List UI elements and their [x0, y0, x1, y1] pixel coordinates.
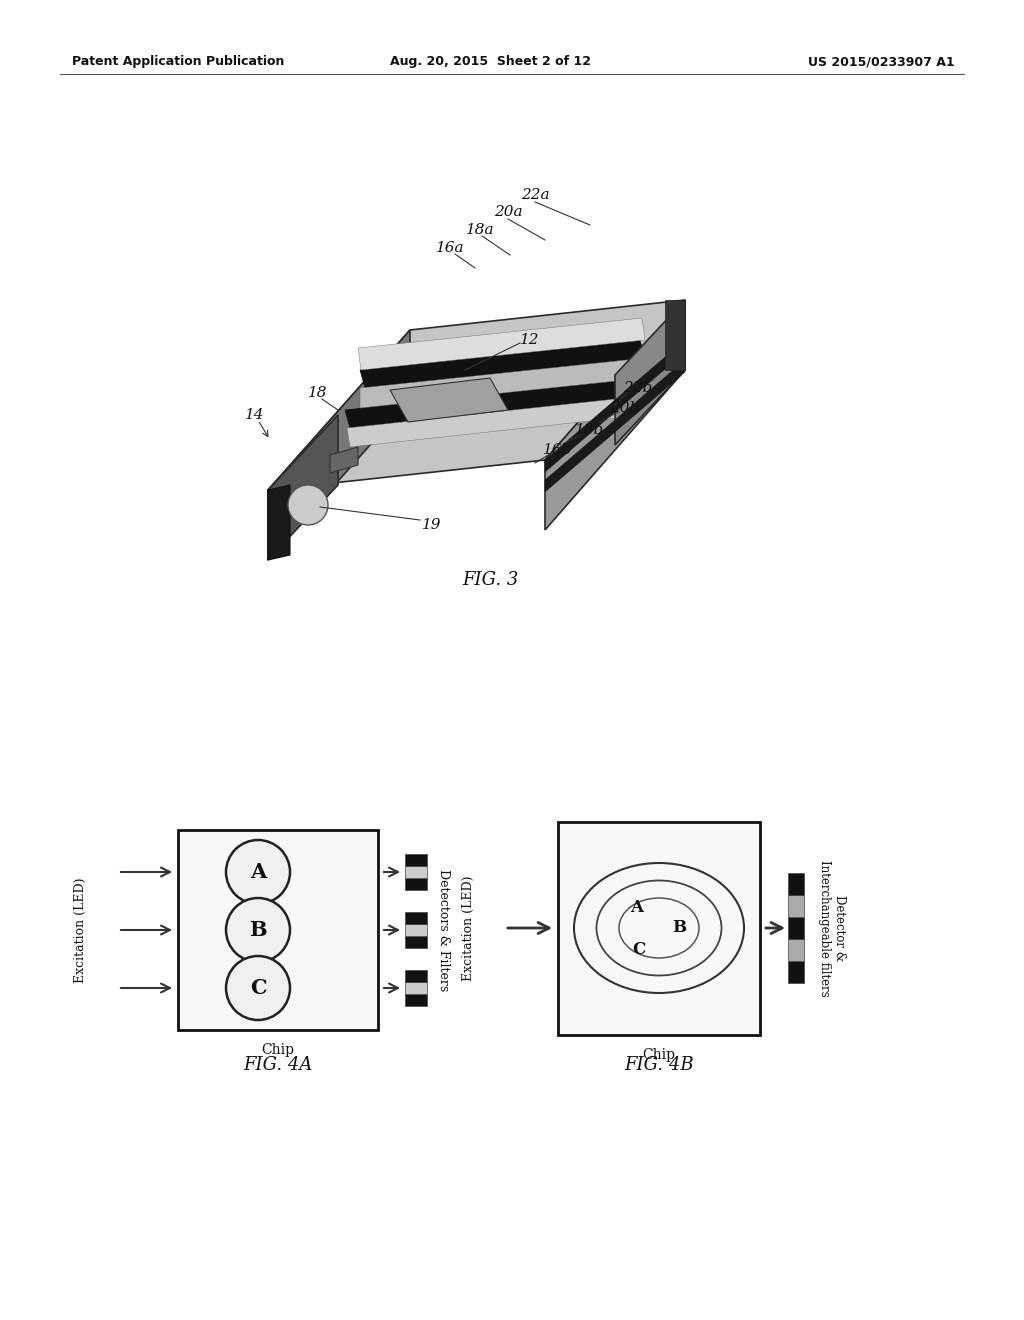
Text: 22a: 22a	[520, 187, 549, 202]
Text: C: C	[633, 941, 645, 958]
Bar	[178, 830, 378, 1030]
Polygon shape	[615, 300, 685, 445]
Text: Patent Application Publication: Patent Application Publication	[72, 55, 285, 69]
Polygon shape	[268, 414, 338, 560]
Bar	[406, 994, 427, 1006]
Text: 20a: 20a	[494, 205, 522, 219]
Text: Aug. 20, 2015  Sheet 2 of 12: Aug. 20, 2015 Sheet 2 of 12	[389, 55, 591, 69]
Text: FIG. 4B: FIG. 4B	[625, 1056, 694, 1074]
Text: 16a: 16a	[435, 242, 464, 255]
Text: Chip: Chip	[261, 1043, 295, 1057]
Text: A: A	[250, 862, 266, 882]
Bar	[406, 924, 427, 936]
Bar	[406, 970, 427, 982]
Bar	[788, 873, 804, 895]
Text: FIG. 4A: FIG. 4A	[244, 1056, 312, 1074]
Bar	[558, 822, 760, 1035]
Polygon shape	[347, 396, 645, 447]
Polygon shape	[545, 341, 685, 473]
Polygon shape	[360, 358, 645, 408]
Bar	[788, 961, 804, 983]
Text: 18b: 18b	[575, 422, 604, 437]
Circle shape	[226, 840, 290, 904]
Bar	[406, 912, 427, 924]
Text: 14: 14	[246, 408, 265, 422]
Circle shape	[226, 956, 290, 1020]
Text: 16b: 16b	[544, 444, 572, 457]
Polygon shape	[268, 300, 685, 490]
Text: 12: 12	[520, 333, 540, 347]
Circle shape	[288, 484, 328, 525]
Polygon shape	[268, 484, 290, 560]
Polygon shape	[345, 378, 645, 428]
Text: 20b: 20b	[610, 401, 640, 414]
Polygon shape	[360, 341, 645, 388]
Polygon shape	[545, 360, 685, 492]
Bar	[406, 854, 427, 866]
Text: 18a: 18a	[466, 223, 495, 238]
Polygon shape	[330, 447, 358, 473]
Text: Detectors & Filters: Detectors & Filters	[436, 869, 450, 991]
Text: 19: 19	[422, 517, 441, 532]
Bar	[406, 936, 427, 948]
Circle shape	[226, 898, 290, 962]
Text: B: B	[672, 920, 686, 936]
Bar	[406, 982, 427, 994]
Polygon shape	[268, 330, 410, 560]
Polygon shape	[545, 300, 685, 531]
Text: C: C	[250, 978, 266, 998]
Polygon shape	[665, 300, 685, 370]
Polygon shape	[358, 318, 645, 370]
Bar	[406, 878, 427, 890]
Text: A: A	[631, 899, 643, 916]
Text: 22b: 22b	[624, 381, 652, 395]
Polygon shape	[390, 378, 508, 422]
Bar	[788, 939, 804, 961]
Bar	[788, 917, 804, 939]
Bar	[406, 866, 427, 878]
Text: Excitation (LED): Excitation (LED)	[462, 875, 474, 981]
Text: Excitation (LED): Excitation (LED)	[74, 878, 86, 983]
Text: B: B	[249, 920, 267, 940]
Bar	[788, 895, 804, 917]
Text: FIG. 3: FIG. 3	[462, 572, 518, 589]
Text: US 2015/0233907 A1: US 2015/0233907 A1	[808, 55, 955, 69]
Text: Chip: Chip	[642, 1048, 676, 1063]
Text: 18: 18	[308, 385, 328, 400]
Text: Detector &
Interchangeable filters: Detector & Interchangeable filters	[818, 859, 846, 997]
